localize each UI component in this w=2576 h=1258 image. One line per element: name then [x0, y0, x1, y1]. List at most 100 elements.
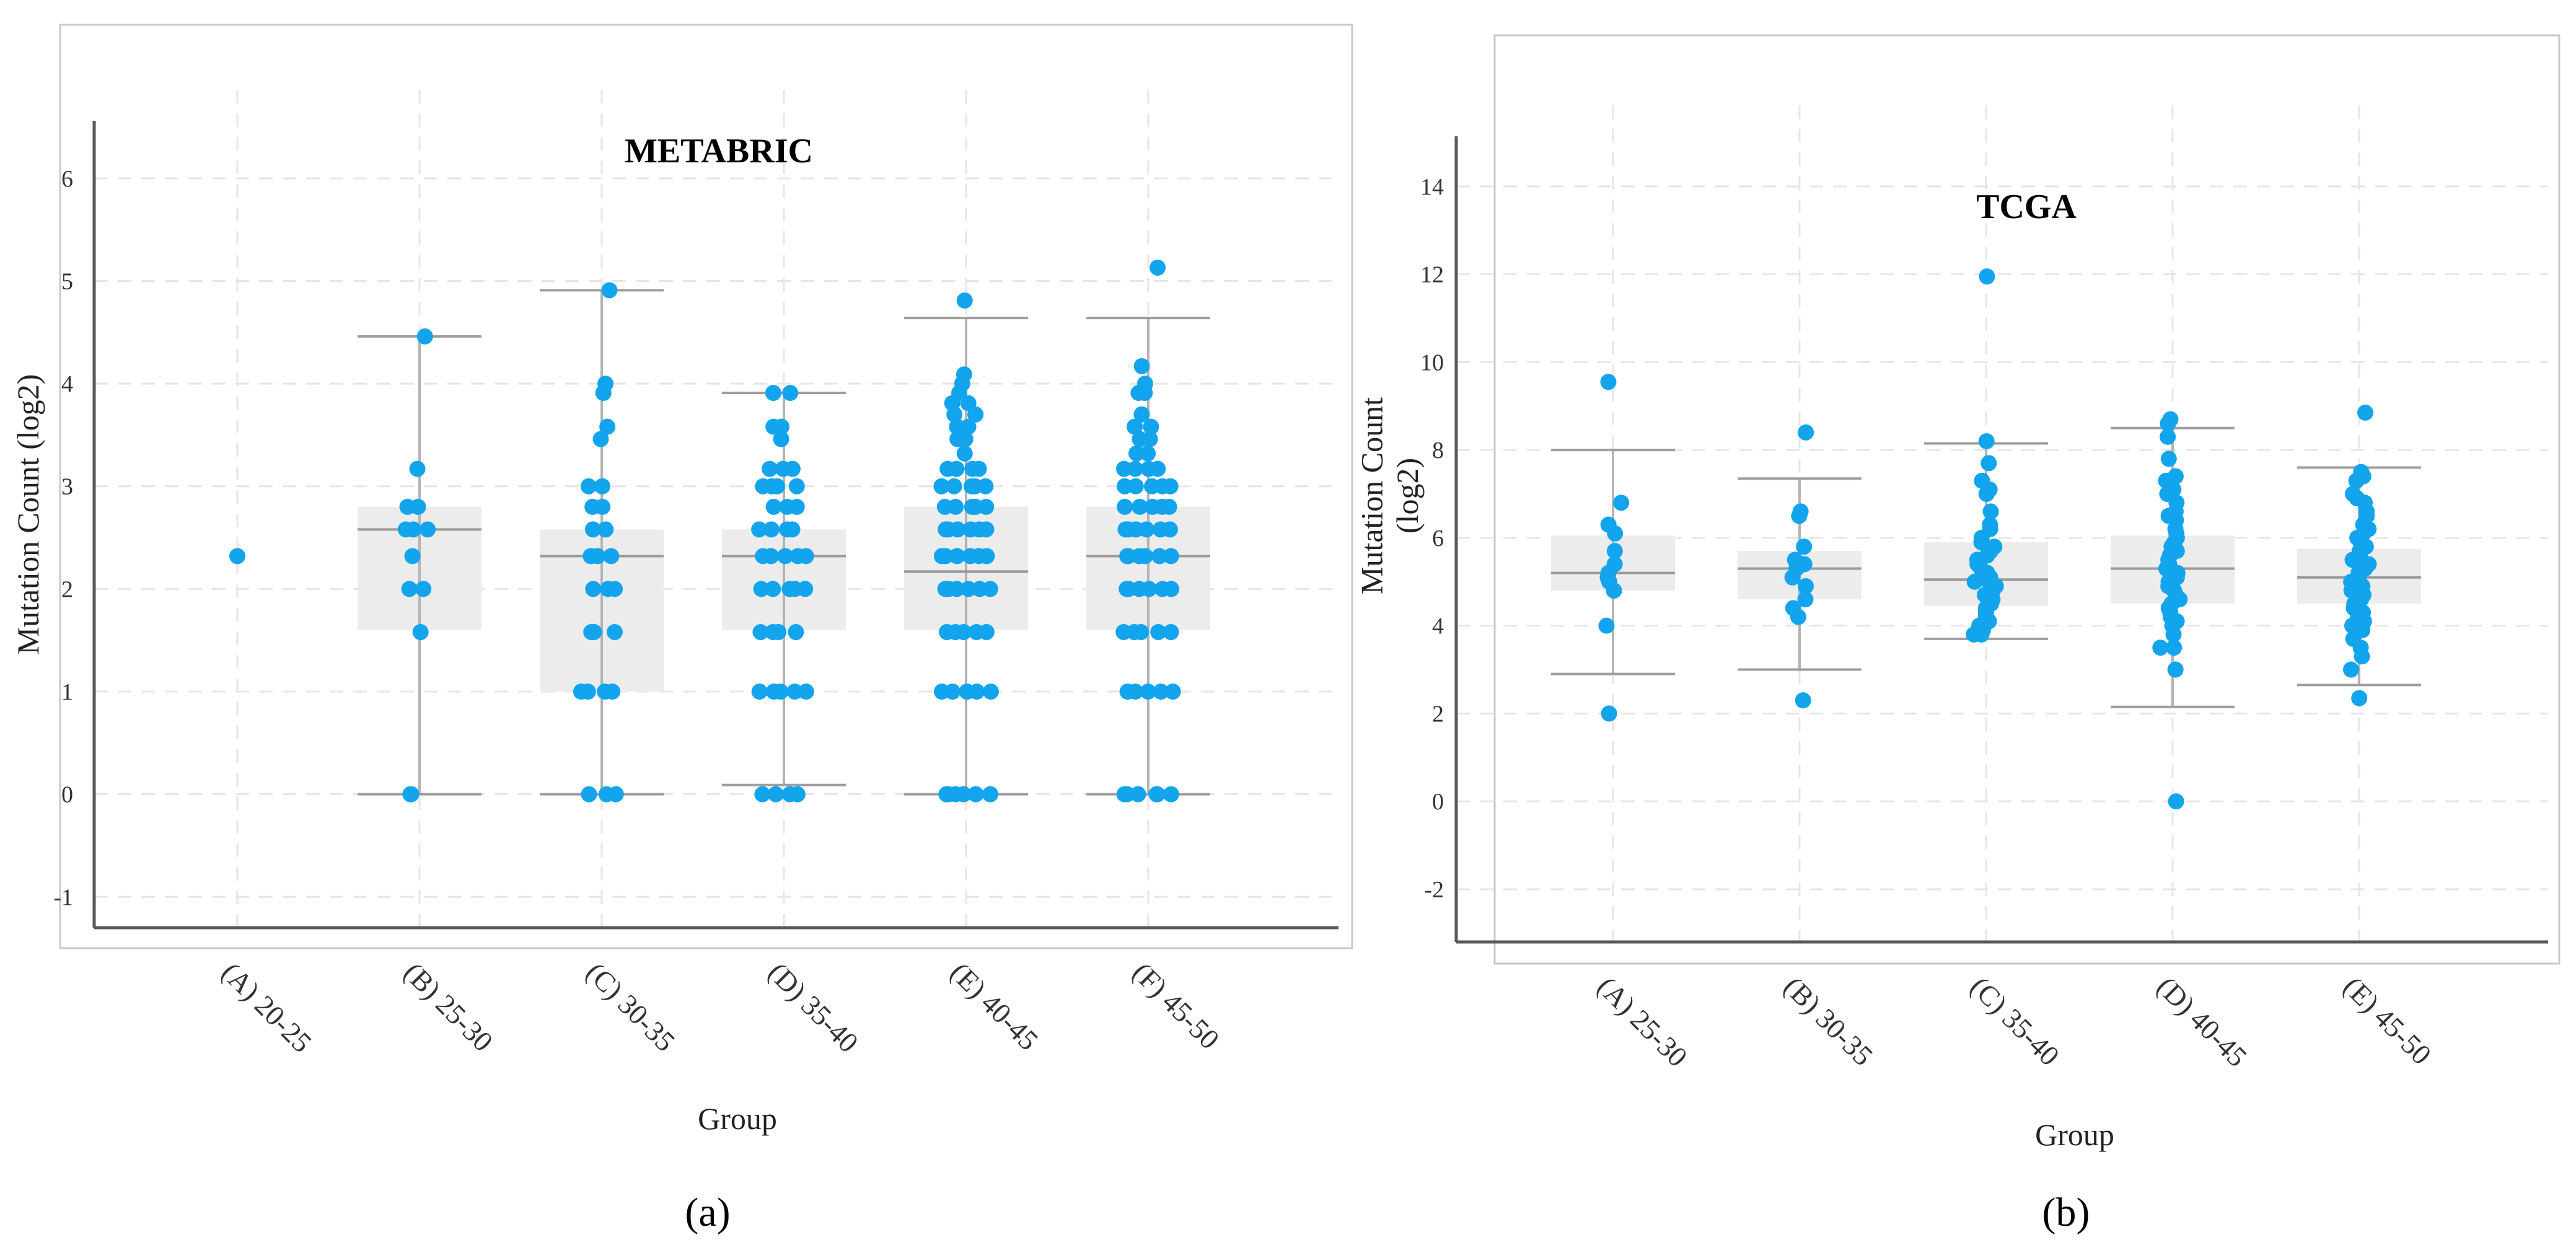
data-point: [2152, 640, 2169, 656]
data-point: [960, 581, 977, 597]
data-point: [754, 786, 771, 803]
data-point: [415, 581, 432, 597]
data-point: [2167, 661, 2184, 678]
y-tick-label: 8: [1432, 438, 1444, 464]
data-point: [789, 786, 806, 803]
data-point: [1128, 445, 1145, 462]
data-point: [1613, 495, 1630, 511]
y-tick-label: 4: [1432, 614, 1444, 640]
data-point: [606, 623, 623, 640]
data-point: [1978, 433, 1995, 449]
data-point: [583, 623, 600, 640]
y-tick-label: 6: [61, 166, 73, 192]
data-point: [580, 478, 597, 495]
chart-title: TCGA: [1976, 188, 2077, 226]
data-point: [765, 385, 781, 402]
data-point: [2160, 428, 2176, 445]
data-point: [1606, 582, 1622, 599]
data-point: [949, 548, 965, 565]
data-point: [765, 684, 782, 700]
data-point: [1150, 623, 1167, 640]
data-point: [399, 498, 416, 515]
data-point: [1150, 460, 1166, 477]
x-tick-label: (B) 25-30: [398, 956, 499, 1057]
y-tick-label: 14: [1420, 174, 1444, 200]
data-point: [1797, 591, 1814, 608]
data-point: [412, 623, 429, 640]
data-point: [404, 548, 421, 565]
data-point: [592, 431, 609, 447]
data-point: [933, 684, 950, 700]
data-point: [765, 623, 781, 640]
data-point: [1127, 418, 1143, 435]
data-point: [1127, 460, 1143, 477]
data-point: [584, 498, 601, 515]
data-point: [960, 418, 977, 435]
data-point: [767, 786, 784, 803]
data-point: [765, 418, 782, 435]
y-tick-label: 2: [61, 576, 73, 602]
y-tick-label: 0: [61, 782, 73, 808]
data-point: [584, 521, 601, 538]
data-point: [939, 460, 956, 477]
data-point: [1133, 358, 1150, 374]
panel-label: (a): [685, 1190, 730, 1235]
data-point: [2165, 626, 2182, 643]
data-point: [1153, 684, 1169, 700]
data-point: [762, 460, 778, 477]
x-axis-label: Group: [2035, 1117, 2114, 1152]
data-point: [933, 478, 950, 495]
data-point: [1163, 786, 1179, 803]
data-point: [765, 498, 782, 515]
data-point: [1150, 259, 1166, 276]
data-point: [1601, 705, 1617, 722]
data-point: [978, 548, 995, 565]
data-point: [967, 786, 984, 803]
data-point: [969, 684, 985, 700]
data-point: [1979, 268, 1995, 285]
data-point: [940, 521, 957, 538]
chart-title: METABRIC: [625, 132, 813, 170]
data-point: [1795, 692, 1811, 709]
data-point: [595, 385, 612, 402]
data-point: [403, 786, 420, 803]
data-point: [949, 431, 966, 447]
chart-tcga: -2 0 2 4 6 8 10 12 14 (A) 25-30 (B) 30-35 (C) 35-4…: [1355, 34, 2561, 1235]
y-axis-label-line: Mutation Count: [1355, 397, 1389, 594]
data-point: [1116, 478, 1133, 495]
data-point: [956, 445, 973, 462]
data-point: [2168, 793, 2184, 810]
y-tick-label: 10: [1420, 350, 1444, 376]
data-point: [1151, 548, 1168, 565]
y-tick-label: 5: [61, 268, 73, 294]
data-point: [788, 623, 804, 640]
data-point: [2351, 690, 2368, 706]
data-point: [938, 786, 955, 803]
data-point: [1162, 478, 1179, 495]
chart-frame: [1493, 34, 2561, 965]
data-point: [1130, 385, 1147, 402]
data-point: [409, 460, 426, 477]
data-point: [1791, 508, 1808, 524]
data-point: [1982, 503, 1999, 520]
y-tick-label: 4: [61, 371, 73, 397]
data-point: [1163, 581, 1180, 597]
x-tick-label: (D) 40-45: [2151, 970, 2253, 1073]
data-point: [599, 418, 616, 435]
y-tick-label: 0: [1432, 789, 1444, 815]
data-point: [949, 418, 965, 435]
data-point: [940, 581, 957, 597]
data-point: [2348, 472, 2365, 489]
x-tick-label: (B) 30-35: [1778, 970, 1879, 1071]
data-point: [946, 406, 963, 423]
data-point: [1115, 460, 1132, 477]
data-point: [978, 521, 995, 538]
data-point: [1980, 455, 1997, 472]
data-point: [607, 786, 624, 803]
data-point: [604, 684, 621, 700]
data-point: [397, 521, 414, 538]
data-point: [1966, 626, 1982, 643]
data-point: [751, 684, 768, 700]
data-point: [982, 684, 999, 700]
